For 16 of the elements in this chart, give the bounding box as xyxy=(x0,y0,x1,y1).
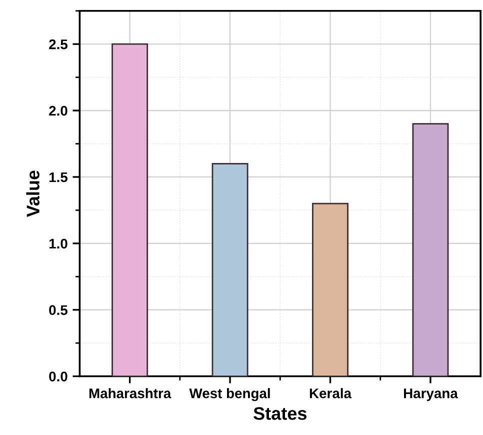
x-tick-label: Kerala xyxy=(310,388,352,398)
x-tick-label: Maharashtra xyxy=(89,388,172,398)
y-tick-label: 1.0 xyxy=(49,238,68,249)
y-tick-label: 0.5 xyxy=(49,305,68,316)
y-axis-title: Value xyxy=(26,170,40,218)
bar xyxy=(112,43,148,376)
x-axis-title: States xyxy=(254,407,306,420)
y-tick-label: 1.5 xyxy=(49,172,68,182)
x-tick-label: West bengal xyxy=(189,388,270,402)
y-tick-label: 2.5 xyxy=(49,39,68,50)
x-tick-label: Haryana xyxy=(404,388,458,402)
bar xyxy=(312,202,348,376)
y-tick-label: 2.0 xyxy=(49,106,68,116)
y-tick-label: 0.0 xyxy=(49,372,68,382)
bar xyxy=(212,162,248,376)
bar xyxy=(412,123,449,376)
